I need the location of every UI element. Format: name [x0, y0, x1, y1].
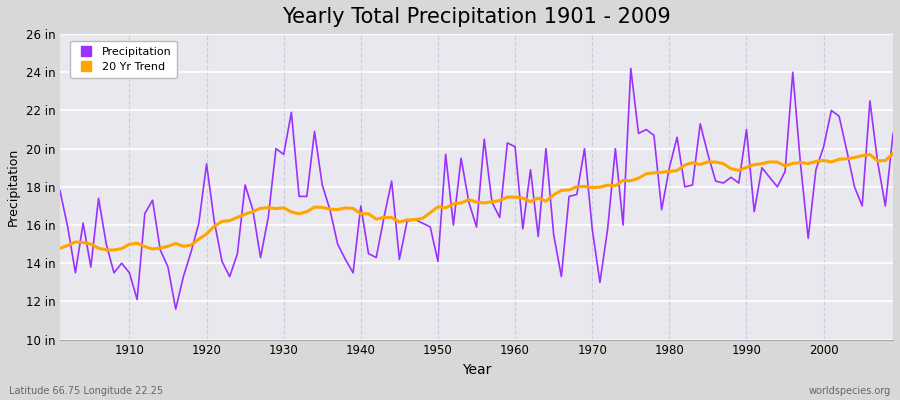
X-axis label: Year: Year — [462, 363, 491, 377]
Y-axis label: Precipitation: Precipitation — [7, 148, 20, 226]
Legend: Precipitation, 20 Yr Trend: Precipitation, 20 Yr Trend — [69, 41, 177, 78]
Title: Yearly Total Precipitation 1901 - 2009: Yearly Total Precipitation 1901 - 2009 — [282, 7, 670, 27]
Text: worldspecies.org: worldspecies.org — [809, 386, 891, 396]
Text: Latitude 66.75 Longitude 22.25: Latitude 66.75 Longitude 22.25 — [9, 386, 163, 396]
